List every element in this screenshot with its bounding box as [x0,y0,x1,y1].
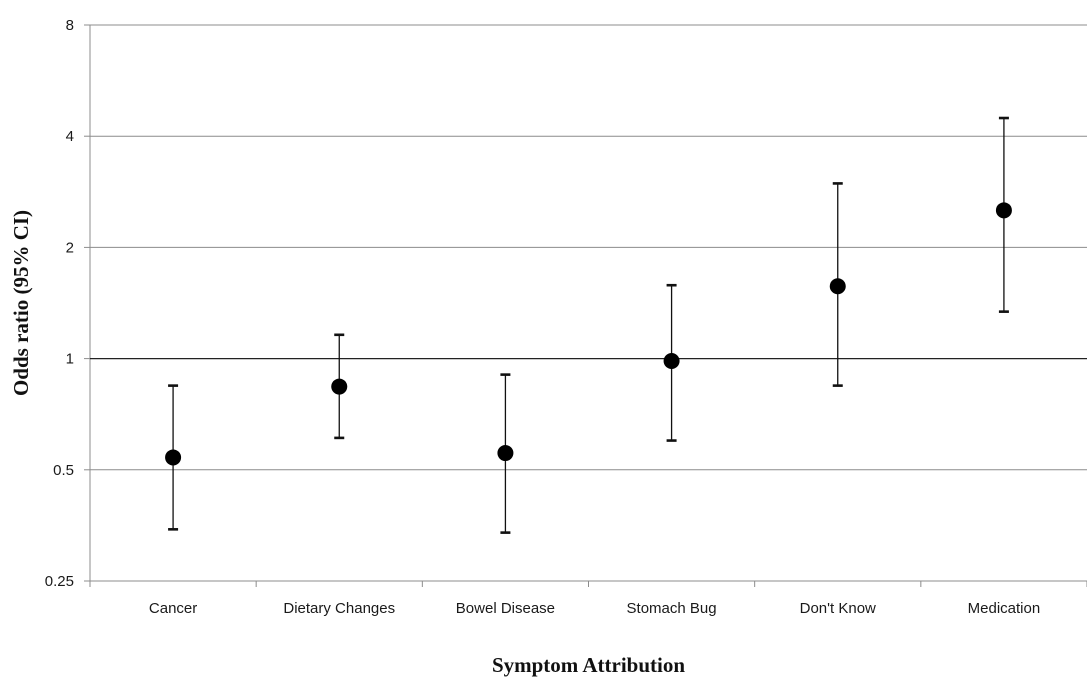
error-bars [168,116,1009,534]
x-tick-label: Medication [968,600,1041,617]
data-points [165,202,1012,466]
y-tick-label: 4 [66,128,74,145]
y-tick-label: 8 [66,17,74,34]
point-bowel-disease [497,445,514,462]
y-tick-label: 0.25 [45,573,74,590]
x-tick-labels: Cancer Dietary Changes Bowel Disease Stomac… [89,581,1087,617]
x-tick-label: Don't Know [800,600,876,617]
x-axis-title: Symptom Attribution [492,653,685,677]
y-tick-labels: 0.25 0.5 1 2 4 8 [45,17,90,590]
point-dietary-changes [331,378,348,395]
y-tick-label: 2 [66,239,74,256]
x-tick-label: Stomach Bug [627,600,717,617]
point-medication [995,202,1012,219]
point-stomach-bug [663,353,680,370]
gridlines [90,24,1087,582]
y-tick-label: 0.5 [53,462,74,479]
x-tick-label: Bowel Disease [456,600,555,617]
x-tick-label: Dietary Changes [283,600,395,617]
y-tick-label: 1 [66,351,74,368]
x-tick-label: Cancer [149,600,197,617]
point-cancer [165,449,182,466]
y-axis-title: Odds ratio (95% CI) [9,210,33,396]
point-don-t-know [829,278,846,295]
